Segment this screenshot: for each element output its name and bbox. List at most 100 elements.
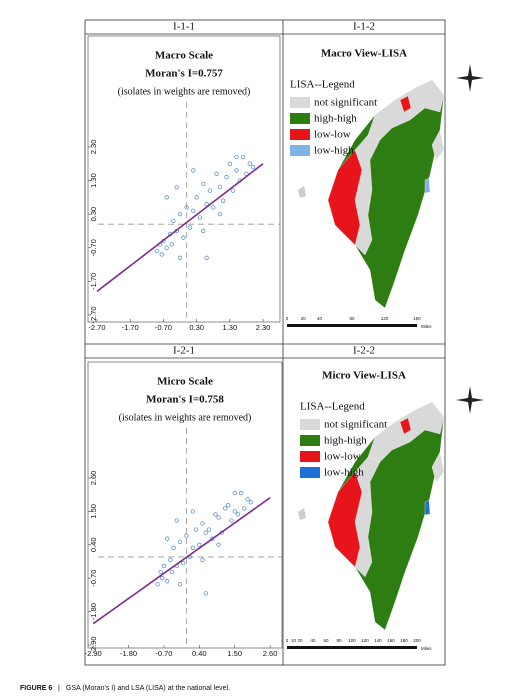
legend-label: high-high	[324, 435, 367, 447]
point	[245, 497, 250, 502]
point	[216, 515, 221, 520]
point	[234, 168, 239, 173]
point	[232, 509, 237, 514]
point	[190, 509, 196, 514]
point	[168, 557, 173, 563]
point	[238, 491, 244, 496]
chart-subtitle: Moran's I=0.758	[146, 394, 224, 406]
point	[191, 208, 196, 213]
scale-label: 20	[301, 316, 307, 321]
point	[235, 512, 241, 517]
scale-label: 10	[291, 638, 297, 643]
map-panel: Micro View-LISA LISA--Legend not signific…	[286, 370, 484, 651]
north-arrow	[456, 64, 484, 92]
panel-header: I-2-1	[173, 345, 195, 357]
scale-bar	[287, 646, 417, 649]
scale-label: 120	[381, 316, 389, 321]
map-title: Macro View-LISA	[321, 48, 407, 60]
y-tick-label: 1.50	[89, 504, 98, 519]
plot-frame	[87, 361, 283, 649]
legend-swatch	[300, 419, 320, 430]
point	[213, 512, 218, 517]
map-region	[431, 451, 445, 483]
panel-header: I-1-1	[173, 21, 195, 33]
y-tick-label: -2.90	[89, 636, 98, 653]
point	[214, 171, 219, 176]
scale-label: 180	[400, 638, 408, 643]
legend-swatch	[300, 451, 320, 462]
scale-label: 40	[310, 638, 316, 643]
scale-label: 100	[348, 638, 356, 643]
chart-title: Micro Scale	[157, 376, 213, 388]
chart-subtitle: Moran's I=0.757	[145, 68, 223, 80]
point	[164, 579, 170, 584]
point	[181, 235, 186, 240]
map-region	[424, 499, 431, 516]
chart-note: (isolates in weights are removed)	[119, 412, 252, 423]
chart-note: (isolates in weights are removed)	[118, 86, 251, 97]
scale-label: 40	[317, 316, 323, 321]
y-tick-label: -1.80	[89, 603, 98, 620]
x-tick-label: -1.80	[120, 649, 137, 658]
table-frame	[84, 19, 446, 666]
legend-label: not significant	[314, 97, 377, 109]
point	[184, 205, 189, 210]
point	[177, 255, 183, 260]
north-arrow-star	[456, 64, 484, 92]
legend-label: not significant	[324, 419, 387, 431]
scale-bar	[287, 324, 417, 327]
point	[200, 521, 205, 526]
taiwan-map	[327, 401, 445, 631]
point	[177, 539, 183, 544]
map-region	[399, 417, 412, 435]
map-region	[327, 471, 363, 568]
point	[200, 557, 205, 563]
islet	[298, 186, 306, 198]
x-tick-label: 1.50	[227, 649, 242, 658]
trend-line	[96, 163, 264, 293]
point	[164, 536, 170, 541]
point	[222, 506, 228, 511]
chart-title: Macro Scale	[155, 50, 213, 62]
point	[217, 211, 223, 217]
point	[231, 188, 236, 193]
y-tick-label: -2.70	[89, 306, 98, 323]
north-arrow-star	[456, 386, 484, 414]
legend-title: LISA--Legend	[290, 79, 355, 91]
legend-swatch	[300, 467, 320, 478]
panel-header: I-2-2	[353, 345, 375, 357]
y-tick-label: 2.60	[89, 471, 98, 486]
point	[160, 576, 165, 581]
scale-label: 80	[349, 316, 355, 321]
legend-title: LISA--Legend	[300, 401, 365, 413]
point	[203, 591, 208, 596]
taiwan-map	[327, 79, 445, 309]
point	[158, 569, 163, 575]
point	[204, 255, 209, 260]
islet	[298, 508, 306, 520]
x-tick-label: 2.60	[263, 649, 278, 658]
point	[203, 530, 208, 535]
scale-label: 20	[297, 638, 303, 643]
point	[204, 201, 209, 207]
scale-unit: Miles	[421, 324, 432, 329]
point	[177, 582, 183, 587]
legend-swatch	[290, 129, 310, 140]
x-tick-label: 0.40	[192, 649, 207, 658]
point	[193, 527, 199, 532]
point	[247, 161, 252, 166]
y-tick-label: 0.30	[89, 207, 98, 222]
point	[194, 195, 199, 200]
scale-label: 0	[286, 316, 289, 321]
point	[242, 506, 247, 511]
caption: GSA (Moran's I) and LSA (LISA) at the na…	[66, 685, 230, 692]
legend-swatch	[290, 145, 310, 156]
point	[201, 181, 206, 187]
scale-label: 80	[336, 638, 342, 643]
point	[164, 245, 169, 250]
point	[169, 242, 174, 247]
point	[154, 248, 159, 254]
point	[174, 185, 179, 190]
x-tick-label: 2.30	[256, 323, 271, 332]
scale-label: 160	[413, 316, 421, 321]
